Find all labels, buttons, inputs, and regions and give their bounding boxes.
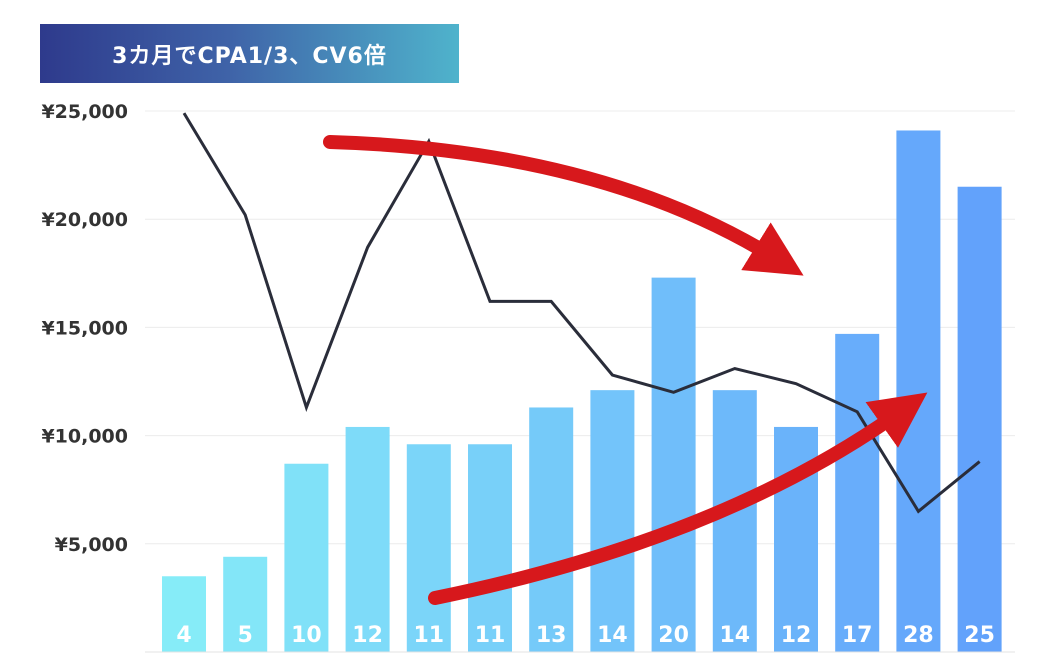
y-tick-label: ¥5,000 bbox=[55, 534, 128, 556]
bar-count-label: 25 bbox=[964, 623, 995, 648]
bar bbox=[712, 390, 757, 652]
bar-count-label: 12 bbox=[352, 623, 383, 648]
trend-arrow-down bbox=[323, 135, 804, 276]
y-tick-label: ¥25,000 bbox=[41, 101, 128, 123]
bar bbox=[529, 407, 574, 652]
bar bbox=[345, 426, 390, 652]
bar bbox=[957, 186, 1002, 653]
bar bbox=[162, 576, 206, 652]
bar bbox=[468, 444, 512, 652]
bar-count-label: 17 bbox=[842, 623, 873, 648]
bar-count-label: 28 bbox=[903, 623, 934, 648]
bar-count-label: 14 bbox=[719, 623, 750, 648]
bar-series bbox=[162, 130, 1002, 653]
bar-count-label: 14 bbox=[597, 623, 628, 648]
y-tick-label: ¥15,000 bbox=[41, 317, 128, 339]
bar bbox=[284, 463, 329, 652]
trend-arrow-up bbox=[428, 392, 928, 605]
bar-labels: 4 5 10 12 11 11 13 14 20 14 12 17 28 25 bbox=[176, 623, 995, 648]
bar bbox=[896, 130, 941, 652]
cpa-line bbox=[182, 112, 981, 514]
y-tick-label: ¥20,000 bbox=[41, 209, 128, 231]
y-axis-ticks: ¥5,000 ¥10,000 ¥15,000 ¥20,000 ¥25,000 bbox=[41, 101, 128, 556]
bar-count-label: 20 bbox=[658, 623, 689, 648]
bar-count-label: 11 bbox=[413, 623, 444, 648]
chart-title: 3カ月でCPA1/3、CV6倍 bbox=[112, 43, 387, 69]
bar bbox=[406, 444, 451, 652]
bar bbox=[835, 333, 880, 652]
bar-count-label: 12 bbox=[781, 623, 812, 648]
bar-count-label: 10 bbox=[291, 623, 322, 648]
bar-count-label: 11 bbox=[475, 623, 506, 648]
bar-count-label: 4 bbox=[176, 623, 191, 648]
bar bbox=[590, 390, 635, 652]
bar bbox=[223, 556, 268, 652]
bar-count-label: 5 bbox=[238, 623, 253, 648]
y-tick-label: ¥10,000 bbox=[41, 426, 128, 448]
chart-title-banner: 3カ月でCPA1/3、CV6倍 bbox=[40, 24, 459, 83]
bar bbox=[651, 277, 696, 652]
bar-count-label: 13 bbox=[536, 623, 567, 648]
